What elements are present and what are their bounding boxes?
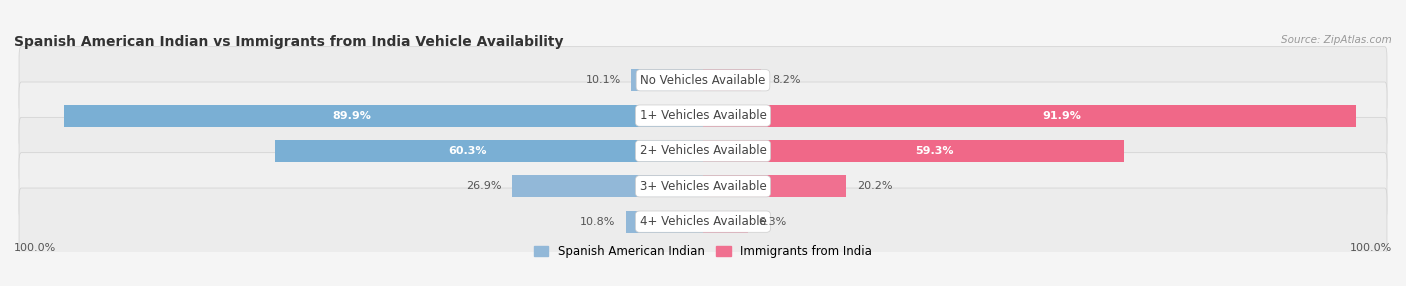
FancyBboxPatch shape	[20, 153, 1386, 220]
FancyBboxPatch shape	[20, 117, 1386, 184]
Text: 10.1%: 10.1%	[585, 75, 620, 85]
Bar	[631, 69, 703, 91]
Text: No Vehicles Available: No Vehicles Available	[640, 74, 766, 87]
Text: 8.2%: 8.2%	[772, 75, 800, 85]
Bar	[703, 105, 1355, 127]
Text: 20.2%: 20.2%	[858, 181, 893, 191]
Text: 1+ Vehicles Available: 1+ Vehicles Available	[640, 109, 766, 122]
Text: 100.0%: 100.0%	[14, 243, 56, 253]
Text: 3+ Vehicles Available: 3+ Vehicles Available	[640, 180, 766, 193]
Bar	[703, 69, 761, 91]
Bar	[65, 105, 703, 127]
Text: Spanish American Indian vs Immigrants from India Vehicle Availability: Spanish American Indian vs Immigrants fr…	[14, 35, 564, 49]
Text: 26.9%: 26.9%	[465, 181, 502, 191]
Bar	[274, 140, 703, 162]
Text: 89.9%: 89.9%	[332, 111, 371, 121]
Text: 100.0%: 100.0%	[1350, 243, 1392, 253]
Legend: Spanish American Indian, Immigrants from India: Spanish American Indian, Immigrants from…	[530, 241, 876, 263]
Text: 60.3%: 60.3%	[449, 146, 486, 156]
Text: 10.8%: 10.8%	[581, 217, 616, 227]
Bar	[703, 175, 846, 197]
Text: Source: ZipAtlas.com: Source: ZipAtlas.com	[1281, 35, 1392, 45]
Text: 6.3%: 6.3%	[758, 217, 786, 227]
Text: 2+ Vehicles Available: 2+ Vehicles Available	[640, 144, 766, 158]
FancyBboxPatch shape	[20, 47, 1386, 114]
Bar	[626, 211, 703, 233]
Bar	[703, 211, 748, 233]
FancyBboxPatch shape	[20, 188, 1386, 255]
FancyBboxPatch shape	[20, 82, 1386, 149]
Text: 59.3%: 59.3%	[915, 146, 953, 156]
Text: 4+ Vehicles Available: 4+ Vehicles Available	[640, 215, 766, 228]
Bar	[512, 175, 703, 197]
Text: 91.9%: 91.9%	[1043, 111, 1081, 121]
Bar	[703, 140, 1125, 162]
